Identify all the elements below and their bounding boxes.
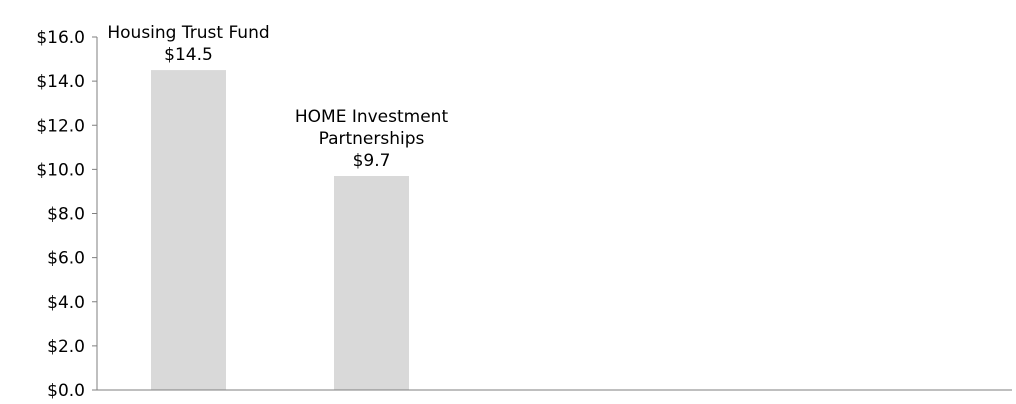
data-labels: Housing Trust Fund$14.5 HOME InvestmentPa… [107, 23, 448, 171]
data-label-bar-1: Housing Trust Fund [107, 23, 269, 43]
y-tick-label: $10.0 [36, 160, 85, 180]
data-label-bar-2: HOME Investment [295, 107, 449, 127]
bar-2 [334, 175, 409, 390]
y-tick-label: $0.0 [47, 381, 85, 401]
data-label-bar-2: Partnerships [319, 129, 425, 149]
y-tick-label: $16.0 [36, 28, 85, 48]
y-tick-label: $6.0 [47, 249, 85, 269]
bars [151, 70, 409, 390]
data-label-bar-1: $14.5 [164, 45, 213, 65]
bar-1 [151, 70, 226, 390]
y-tick-label: $12.0 [36, 116, 85, 136]
y-tick-label: $14.0 [36, 72, 85, 92]
y-tick-label: $4.0 [47, 293, 85, 313]
y-tick-label: $2.0 [47, 337, 85, 357]
y-tick-label: $8.0 [47, 205, 85, 225]
data-label-bar-2: $9.7 [353, 151, 391, 171]
y-axis: $0.0 $2.0 $4.0 $6.0 $8.0 $10.0 $12.0 $14.0 $16.0 [36, 28, 97, 401]
